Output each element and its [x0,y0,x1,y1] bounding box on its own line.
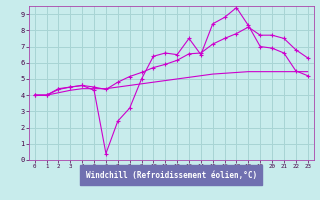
X-axis label: Windchill (Refroidissement éolien,°C): Windchill (Refroidissement éolien,°C) [86,171,257,180]
